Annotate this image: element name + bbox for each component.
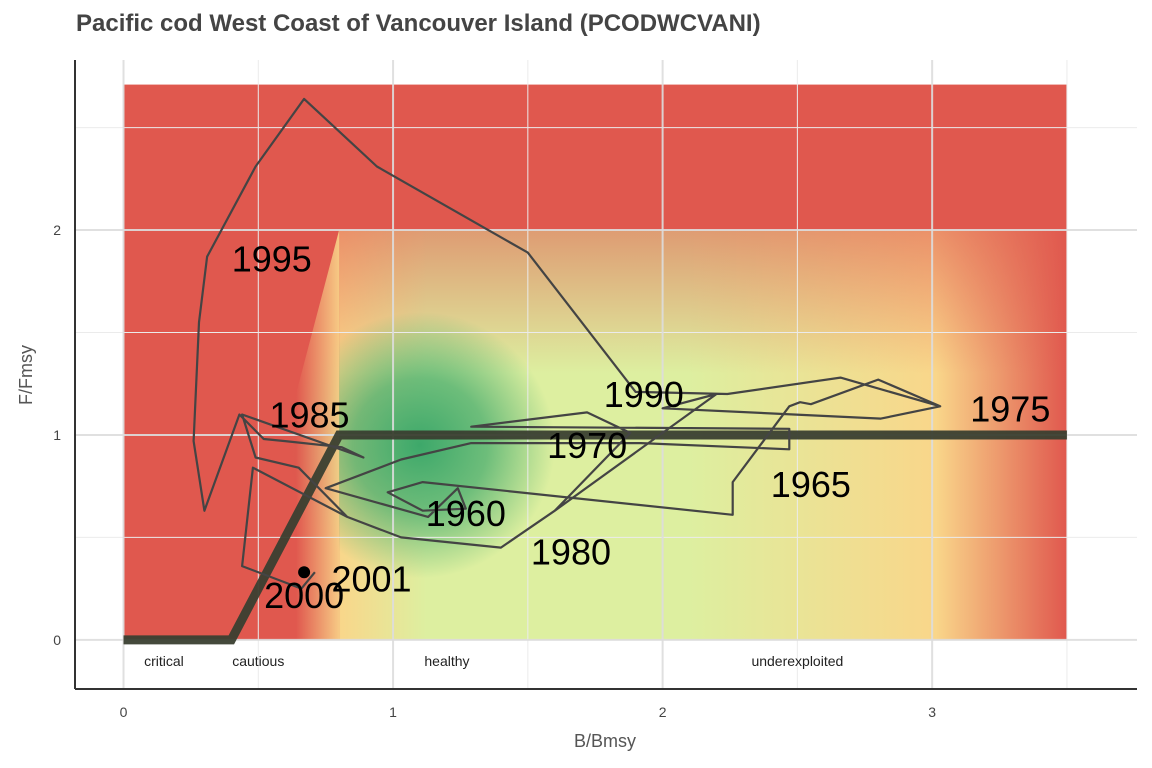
- y-axis-title: F/Fmsy: [16, 345, 36, 405]
- year-label-1990: 1990: [604, 374, 684, 415]
- zone-label-healthy: healthy: [424, 653, 469, 669]
- y-tick-label: 0: [53, 632, 61, 648]
- year-label-1985: 1985: [269, 394, 349, 435]
- trajectory-layer: [192, 97, 942, 590]
- year-label-1960: 1960: [426, 493, 506, 534]
- x-tick-label: 3: [928, 704, 936, 720]
- x-tick-label: 0: [120, 704, 128, 720]
- trajectory-end-point: [298, 566, 311, 579]
- year-label-2001: 2001: [331, 558, 411, 599]
- zone-label-cautious: cautious: [232, 653, 284, 669]
- x-tick-label: 2: [659, 704, 667, 720]
- zone-label-critical: critical: [144, 653, 184, 669]
- zone-labels-layer: critical cautious healthy underexploited: [144, 653, 843, 669]
- x-axis-title: B/Bmsy: [574, 731, 636, 751]
- axes: [74, 60, 1137, 690]
- y-tick-label: 1: [53, 427, 61, 443]
- grid-lines: [75, 60, 1137, 689]
- y-tick-label: 2: [53, 222, 61, 238]
- year-label-2000: 2000: [264, 575, 344, 616]
- control-rule-layer: [123, 430, 1067, 645]
- year-label-1980: 1980: [531, 532, 611, 573]
- year-label-1965: 1965: [771, 464, 851, 505]
- tick-labels-layer: 0 1 2 3 0 1 2: [53, 222, 936, 720]
- chart-title: Pacific cod West Coast of Vancouver Isla…: [76, 10, 761, 37]
- stock-trajectory-line: [192, 97, 942, 590]
- target-zone: [285, 312, 555, 579]
- year-label-1975: 1975: [970, 388, 1050, 429]
- year-label-1995: 1995: [232, 239, 312, 280]
- year-label-1970: 1970: [547, 425, 627, 466]
- x-tick-label: 1: [389, 704, 397, 720]
- zone-label-underexploited: underexploited: [751, 653, 843, 669]
- control-rule-line: [123, 430, 1067, 645]
